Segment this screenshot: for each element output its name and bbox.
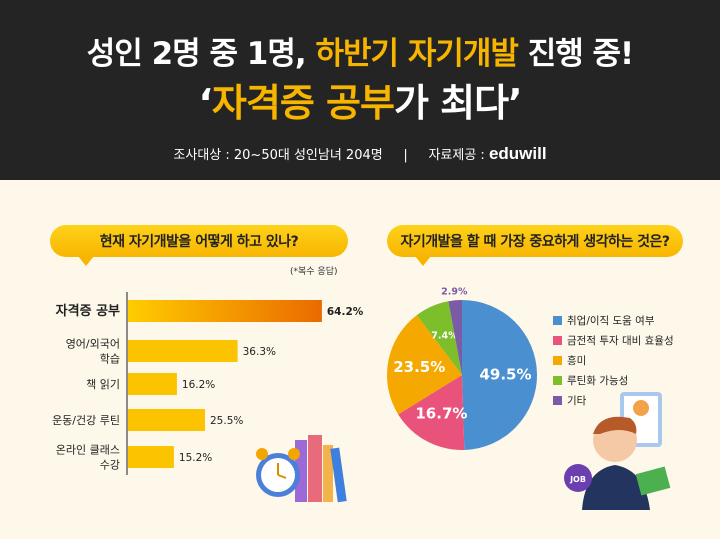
- title-highlight: 자격증 공부: [211, 81, 395, 125]
- category-label: 수강: [100, 459, 120, 472]
- source-label: 자료제공 :: [428, 148, 489, 163]
- job-seeker-illustration: JOB: [564, 392, 671, 510]
- bar: [128, 446, 174, 468]
- legend-label: 금전적 투자 대비 효율성: [567, 334, 674, 347]
- header: 성인 2명 중 1명, 하반기 자기개발 진행 중! ‘자격증 공부가 최다’ …: [0, 0, 720, 180]
- pie-value-label: 7.4%: [431, 330, 458, 341]
- category-label: 책 읽기: [86, 378, 120, 391]
- eduwill-logo: eduwill: [488, 144, 547, 163]
- svg-text:JOB: JOB: [569, 475, 586, 484]
- bar-chart-title: 현재 자기개발을 어떻게 하고 있나?: [50, 225, 348, 266]
- pie-slice: [448, 300, 462, 375]
- pie-slice: [387, 315, 462, 415]
- legend-swatch: [553, 395, 562, 405]
- category-label: 운동/건강 루틴: [52, 414, 120, 427]
- pie-value-label: 49.5%: [479, 365, 531, 383]
- title-line-2: ‘자격증 공부가 최다’: [0, 72, 720, 127]
- legend-swatch: [553, 315, 562, 325]
- title-text: 가 최다’: [393, 81, 523, 125]
- pie-value-label: 2.9%: [441, 287, 468, 298]
- title-line-1: 성인 2명 중 1명, 하반기 자기개발 진행 중!: [0, 28, 720, 73]
- pie-value-label: 23.5%: [393, 358, 445, 376]
- bar-value-label: 64.2%: [327, 306, 364, 318]
- legend-label: 기타: [567, 394, 587, 407]
- legend-swatch: [553, 355, 562, 365]
- pie-slice: [416, 301, 462, 375]
- legend-item: 취업/이직 도움 여부: [553, 310, 674, 330]
- legend-item: 루틴화 가능성: [553, 370, 674, 390]
- title-text: 진행 중!: [517, 36, 635, 72]
- bar-value-label: 25.5%: [210, 415, 243, 427]
- bar: [128, 373, 177, 395]
- category-label: 자격증 공부: [56, 304, 120, 319]
- clock-books-illustration: [256, 435, 347, 503]
- category-label: 학습: [100, 353, 120, 366]
- pie-chart-title: 자기개발을 할 때 가장 중요하게 생각하는 것은?: [387, 225, 683, 266]
- legend-item: 기타: [553, 390, 674, 410]
- category-label: 영어/외국어: [66, 338, 120, 351]
- legend-label: 흥미: [567, 354, 587, 367]
- title-text: 성인 2명 중 1명,: [86, 36, 316, 72]
- quote-open: ‘: [198, 81, 212, 125]
- pie-chart: 49.5% 16.7% 23.5% 7.4% 2.9%: [387, 287, 538, 450]
- pie-slice: [398, 375, 465, 450]
- category-label: 온라인 클래스: [56, 444, 120, 457]
- bar: [128, 409, 206, 431]
- legend-swatch: [553, 375, 562, 385]
- survey-target: 조사대상 : 20~50대 성인남녀 204명: [173, 148, 383, 163]
- bar-value-label: 15.2%: [179, 452, 212, 464]
- survey-info: 조사대상 : 20~50대 성인남녀 204명 | 자료제공 : eduwill: [0, 144, 720, 164]
- legend-item: 금전적 투자 대비 효율성: [553, 330, 674, 350]
- bar-value-label: 16.2%: [182, 379, 215, 391]
- title-highlight: 하반기 자기개발: [315, 36, 518, 72]
- multiple-response-note: (*복수 응답): [290, 267, 338, 277]
- legend-label: 취업/이직 도움 여부: [567, 314, 655, 327]
- legend-item: 흥미: [553, 350, 674, 370]
- legend-swatch: [553, 335, 562, 345]
- bar-value-label: 36.3%: [243, 346, 276, 358]
- bar: [128, 300, 322, 322]
- bar: [128, 340, 238, 362]
- legend-label: 루틴화 가능성: [567, 374, 629, 387]
- pie-value-label: 16.7%: [415, 404, 467, 422]
- divider: |: [403, 148, 408, 163]
- pie-slice: [462, 300, 538, 450]
